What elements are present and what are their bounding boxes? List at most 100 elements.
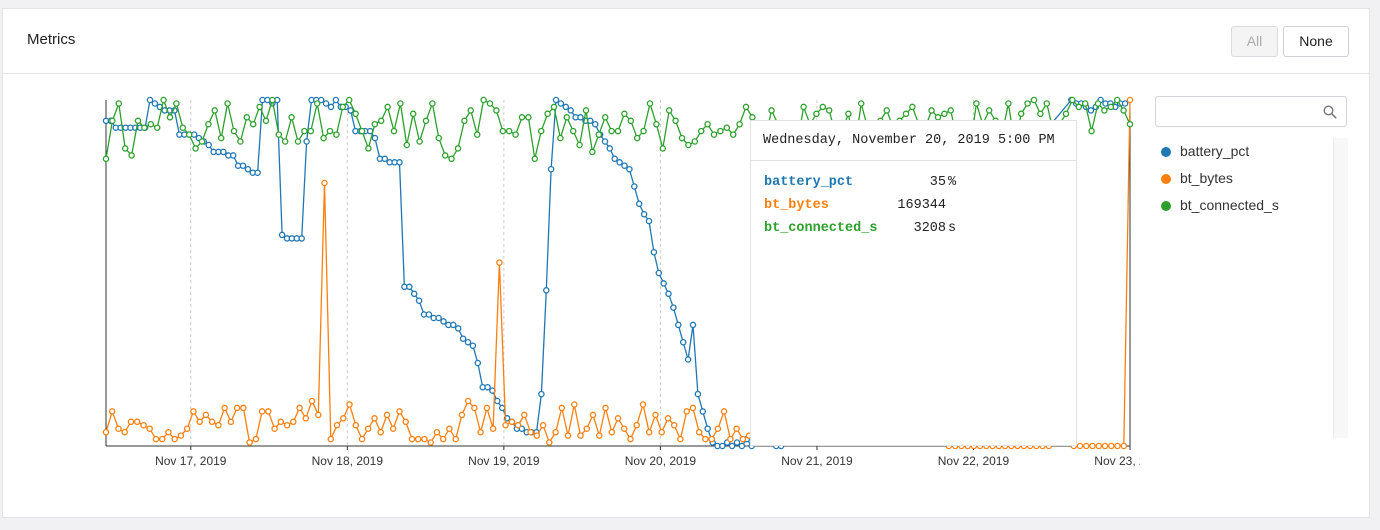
- data-point: [258, 408, 266, 415]
- data-point: [265, 408, 272, 415]
- data-point: [1120, 442, 1128, 450]
- data-point: [928, 107, 935, 114]
- data-point: [502, 421, 509, 429]
- data-point: [115, 425, 122, 432]
- data-point: [677, 435, 684, 443]
- data-point: [220, 148, 227, 156]
- data-point: [467, 107, 475, 114]
- data-point: [461, 117, 468, 125]
- data-point: [402, 418, 409, 426]
- data-point: [557, 100, 565, 107]
- data-point: [454, 325, 462, 332]
- data-point: [198, 138, 206, 145]
- data-point: [601, 114, 609, 121]
- data-point: [160, 96, 167, 104]
- x-tick-label: Nov 19, 2019: [468, 454, 540, 468]
- data-point: [729, 131, 737, 138]
- data-point: [211, 107, 219, 114]
- data-point: [547, 165, 555, 173]
- data-point: [505, 127, 513, 135]
- data-point: [518, 114, 526, 121]
- data-point: [397, 100, 404, 107]
- data-point: [1087, 107, 1095, 114]
- data-point: [695, 428, 703, 436]
- data-point: [1126, 120, 1134, 128]
- data-point: [659, 145, 667, 152]
- data-point: [537, 127, 545, 135]
- data-point: [352, 421, 360, 429]
- legend-item-battery_pct[interactable]: battery_pct: [1157, 140, 1335, 167]
- data-point: [352, 110, 359, 118]
- data-point: [738, 442, 746, 450]
- legend-scrollbar[interactable]: [1333, 138, 1348, 438]
- data-point: [714, 425, 722, 432]
- data-point: [583, 425, 591, 432]
- data-point: [635, 200, 643, 208]
- data-point: [298, 235, 305, 242]
- data-point: [521, 411, 528, 419]
- data-point: [454, 145, 462, 152]
- data-point: [525, 114, 532, 121]
- data-point: [1083, 442, 1090, 450]
- data-point: [365, 145, 372, 152]
- data-point: [371, 120, 379, 128]
- data-point: [446, 425, 453, 432]
- data-point: [819, 103, 827, 111]
- data-point: [134, 117, 142, 125]
- data-point: [569, 127, 577, 135]
- data-point: [221, 404, 228, 412]
- data-point: [596, 432, 603, 439]
- data-point: [498, 404, 506, 412]
- data-point: [177, 432, 185, 439]
- data-point: [252, 435, 260, 443]
- data-point: [141, 124, 148, 131]
- legend-search-input[interactable]: [1164, 98, 1328, 127]
- legend-item-bt_connected_s[interactable]: bt_connected_s: [1157, 194, 1335, 221]
- data-point: [217, 134, 225, 142]
- data-point: [558, 404, 566, 412]
- data-point: [215, 421, 222, 429]
- tooltip-metric-value: 169344: [897, 198, 946, 213]
- legend-item-bt_bytes[interactable]: bt_bytes: [1157, 167, 1335, 194]
- select-none-button[interactable]: None: [1283, 26, 1349, 57]
- select-all-button[interactable]: All: [1231, 26, 1278, 57]
- data-point: [508, 418, 516, 426]
- data-point: [1101, 442, 1109, 450]
- tooltip-metric-value: 3208: [913, 221, 946, 236]
- data-point: [171, 435, 178, 443]
- data-point: [742, 103, 750, 111]
- data-point: [166, 114, 174, 121]
- legend-dot: [1161, 201, 1171, 211]
- data-point: [691, 138, 699, 145]
- data-point: [317, 96, 325, 104]
- data-point: [303, 138, 310, 145]
- search-icon: [1323, 105, 1337, 119]
- data-point: [179, 124, 187, 131]
- data-point: [539, 421, 547, 429]
- data-point: [152, 435, 160, 443]
- data-point: [768, 107, 775, 114]
- data-point: [281, 138, 289, 145]
- data-point: [307, 127, 315, 135]
- data-point: [288, 114, 295, 121]
- legend-search[interactable]: [1155, 96, 1347, 127]
- data-point: [165, 428, 172, 436]
- data-point: [631, 183, 638, 190]
- data-point: [494, 397, 501, 405]
- data-point: [704, 120, 711, 128]
- data-point: [514, 421, 522, 429]
- data-point: [1126, 96, 1134, 104]
- data-point: [121, 428, 128, 436]
- data-point: [377, 117, 385, 125]
- data-point: [301, 127, 308, 135]
- data-point: [321, 179, 328, 187]
- tooltip-metric-unit: s: [948, 221, 957, 236]
- data-point: [658, 428, 665, 436]
- x-tick-label: Nov 17, 2019: [155, 454, 227, 468]
- legend-label: battery_pct: [1180, 143, 1250, 159]
- data-point: [639, 401, 647, 408]
- data-point: [825, 107, 833, 114]
- data-point: [345, 96, 353, 104]
- tooltip-metric-unit: %: [948, 175, 957, 190]
- data-point: [233, 404, 241, 412]
